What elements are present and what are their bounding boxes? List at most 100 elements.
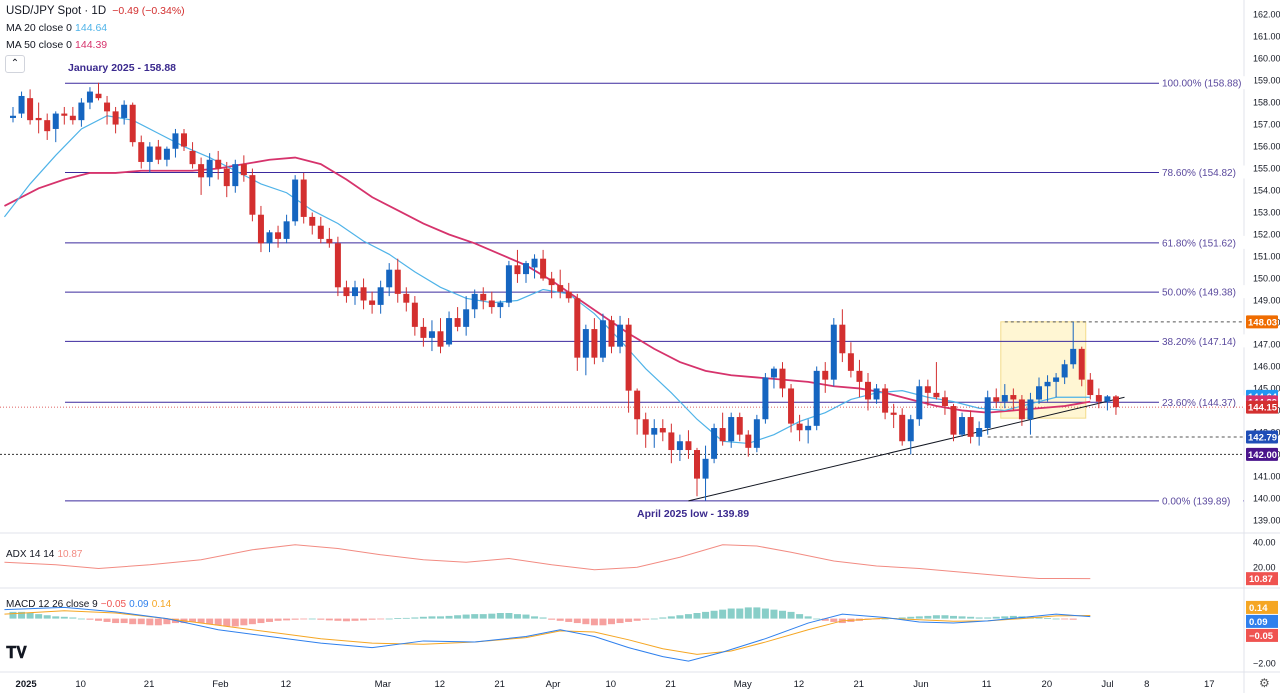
x-tick-label: 10: [75, 679, 86, 690]
macd-histogram-bar: [351, 618, 359, 621]
candle-body: [1087, 379, 1094, 396]
y-tick-label: 153.00: [1253, 208, 1280, 218]
ma20-legend[interactable]: MA 20 close 0 144.64: [6, 21, 107, 35]
candle-body: [805, 425, 812, 431]
price-tag-bg: [1246, 400, 1278, 414]
candle-body: [215, 159, 222, 169]
macd-histogram-bar: [368, 618, 376, 620]
x-tick-label: 11: [982, 679, 992, 690]
x-tick-label: 21: [494, 679, 505, 690]
candle-body: [574, 298, 581, 358]
macd-histogram-bar: [556, 618, 564, 621]
ma50-legend[interactable]: MA 50 close 0 144.39: [6, 38, 107, 52]
candle-body: [95, 93, 102, 99]
candle-body: [907, 419, 914, 442]
macd-histogram-bar: [342, 618, 350, 622]
x-tick-label: 12: [794, 679, 805, 690]
candle-body: [1018, 399, 1025, 420]
candle-body: [617, 324, 624, 347]
candle-body: [719, 428, 726, 442]
candle-body: [873, 388, 880, 400]
candle-body: [104, 102, 111, 112]
candle-body: [394, 269, 401, 294]
y-tick-label: 141.00: [1253, 471, 1280, 481]
y-tick-label: 150.00: [1253, 273, 1280, 283]
candle-body: [582, 329, 589, 358]
x-tick-label: 17: [1204, 679, 1215, 690]
candle-body: [206, 159, 213, 178]
candle-body: [138, 142, 145, 162]
candle-body: [266, 232, 273, 244]
macd-histogram-bar: [667, 616, 675, 619]
macd-histogram-bar: [821, 618, 829, 621]
candle-body: [420, 326, 427, 338]
settings-icon[interactable]: ⚙: [1259, 676, 1270, 690]
macd-histogram-bar: [513, 614, 521, 619]
macd-histogram-bar: [967, 616, 975, 619]
candle-body: [950, 406, 957, 435]
y-tick-label: 162.00: [1253, 10, 1280, 20]
macd-histogram-bar: [975, 617, 983, 619]
macd-histogram-bar: [616, 618, 624, 624]
candle-body: [685, 441, 692, 451]
y-tick-label: 145.00: [1253, 383, 1280, 393]
x-tick-label: Feb: [212, 679, 228, 690]
signal-value: 0.14: [151, 599, 172, 610]
candle-body: [856, 370, 863, 382]
macd-histogram-bar: [163, 618, 171, 625]
candle-body: [403, 293, 410, 303]
candle-body: [557, 285, 564, 292]
macd-histogram-bar: [761, 608, 769, 619]
macd-histogram-bar: [522, 614, 530, 619]
macd-histogram-bar: [69, 617, 77, 619]
candle-body: [189, 150, 196, 165]
candle-body: [18, 95, 25, 114]
macd-histogram-bar: [197, 618, 205, 624]
macd-histogram-bar: [625, 618, 633, 622]
adx-line: [4, 544, 1091, 580]
candle-body: [762, 377, 769, 420]
candle-body: [1104, 396, 1111, 402]
x-tick-label: Jul: [1101, 679, 1113, 690]
macd-histogram-bar: [300, 618, 308, 620]
macd-histogram-bar: [43, 615, 51, 619]
y-tick-label: 151.00: [1253, 252, 1280, 262]
candle-body: [651, 428, 658, 435]
y-tick-label: 158.00: [1253, 98, 1280, 108]
candle-body: [1001, 395, 1008, 402]
candle-body: [61, 113, 68, 116]
macd-histogram-bar: [924, 615, 932, 619]
macd-histogram-bar: [394, 618, 402, 619]
ma20-label: MA 20 close 0: [6, 22, 72, 34]
fib-label-bg: [1159, 334, 1249, 348]
macd-legend[interactable]: MACD 12 26 close 9 −0.05 0.09 0.14: [6, 597, 171, 612]
candle-body: [565, 291, 572, 299]
macd-histogram-bar: [103, 618, 111, 622]
candle-body: [172, 133, 179, 149]
macd-histogram-bar: [488, 613, 496, 619]
macd-histogram-bar: [881, 618, 889, 620]
candle-body: [488, 300, 495, 308]
y-tick-label: 147.00: [1253, 339, 1280, 349]
macd-histogram-bar: [1052, 618, 1060, 620]
macd-histogram-bar: [445, 615, 453, 619]
candle-body: [736, 417, 743, 435]
macd-tag-bg: [1246, 600, 1278, 614]
y-tick-label: 155.00: [1253, 164, 1280, 174]
candle-body: [223, 168, 230, 187]
candle-body: [437, 331, 444, 347]
candle-body: [360, 287, 367, 301]
macd-histogram-bar: [693, 613, 701, 619]
fib-level-label: 23.60% (144.37): [1162, 398, 1236, 409]
x-tick-label: Mar: [375, 679, 391, 690]
x-tick-label: 8: [1144, 679, 1149, 690]
candle-body: [352, 287, 358, 297]
macd-histogram-bar: [727, 608, 735, 619]
chevron-up-icon[interactable]: ⌃: [5, 55, 25, 73]
macd-histogram-bar: [770, 609, 778, 619]
adx-legend[interactable]: ADX 14 14 10.87: [6, 547, 82, 562]
macd-histogram-bar: [659, 617, 667, 619]
macd-histogram-bar: [377, 618, 385, 620]
macd-histogram-bar: [146, 618, 154, 626]
